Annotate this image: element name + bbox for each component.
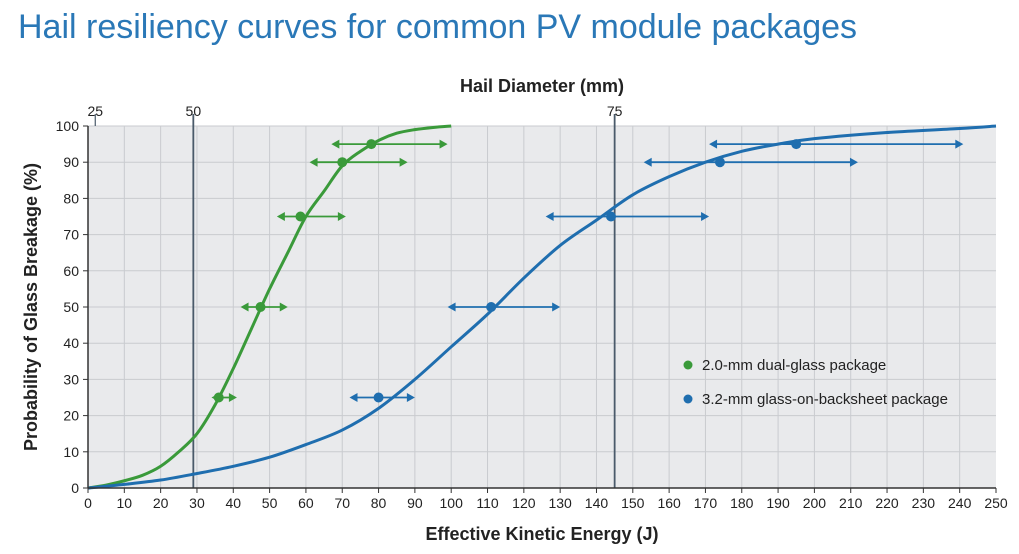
- data-point: [337, 157, 348, 168]
- x-tick-label: 80: [371, 495, 387, 511]
- y-tick-label: 70: [63, 227, 79, 243]
- y-tick-label: 80: [63, 190, 79, 206]
- y-tick-label: 100: [56, 118, 80, 134]
- x-tick-label: 250: [984, 495, 1008, 511]
- error-bars: [211, 139, 964, 402]
- top-tick-labels: 25 50 75: [87, 103, 623, 126]
- x-tick-label: 180: [730, 495, 754, 511]
- x-axis-title: Effective Kinetic Energy (J): [425, 524, 658, 544]
- y-tick-label: 50: [63, 299, 79, 315]
- y-tick-label: 20: [63, 408, 79, 424]
- data-point: [213, 392, 224, 403]
- curves: [87, 124, 997, 490]
- x-tick-label: 200: [803, 495, 827, 511]
- x-tick-label: 160: [657, 495, 681, 511]
- x-tick-label: 20: [153, 495, 169, 511]
- legend-label: 3.2-mm glass-on-backsheet package: [702, 391, 948, 408]
- grid-lines: [88, 125, 996, 488]
- data-point: [295, 211, 306, 222]
- reference-lines: [192, 114, 616, 488]
- error-bar-arrow-left: [309, 157, 318, 167]
- error-bar-arrow-left: [331, 139, 340, 149]
- error-bar-arrow-left: [545, 212, 554, 221]
- x-tick-label: 210: [839, 495, 863, 511]
- error-bar-arrow-right: [439, 139, 448, 149]
- data-point: [606, 211, 617, 222]
- error-bar-arrow-right: [955, 139, 964, 149]
- y-tick-label: 40: [63, 335, 79, 351]
- top-tick-label: 50: [186, 103, 202, 119]
- error-bar-arrow-right: [399, 157, 408, 167]
- x-tick-label: 220: [875, 495, 899, 511]
- x-tick-labels: 0 10 20 30 40 50 60 70 80 90 100 110 120 130 140 150 160…: [84, 488, 1008, 511]
- top-axis-title: Hail Diameter (mm): [460, 76, 624, 96]
- error-bar-arrow-right: [849, 157, 858, 167]
- error-bar-arrow-right: [228, 393, 237, 402]
- x-tick-label: 50: [262, 495, 278, 511]
- x-tick-label: 0: [84, 495, 92, 511]
- series-line: [87, 124, 997, 490]
- error-bar-arrow-right: [406, 393, 415, 402]
- data-points: [213, 139, 802, 403]
- x-tick-label: 190: [766, 495, 790, 511]
- error-bar-arrow-left: [643, 157, 652, 167]
- error-bar-arrow-right: [552, 302, 561, 312]
- error-bar-arrow-right: [337, 212, 346, 221]
- data-point: [366, 139, 377, 150]
- error-bar-arrow-right: [279, 302, 288, 312]
- y-tick-label: 10: [63, 444, 79, 460]
- x-tick-label: 10: [117, 495, 133, 511]
- x-tick-label: 150: [621, 495, 645, 511]
- error-bar-arrow-left: [349, 393, 358, 402]
- x-tick-label: 120: [512, 495, 536, 511]
- y-tick-label: 60: [63, 263, 79, 279]
- data-point: [791, 139, 802, 150]
- error-bar-arrow-left: [447, 302, 456, 312]
- y-tick-labels: 0 10 20 30 40 50 60 70 80 90 100: [56, 118, 88, 496]
- error-bar-arrow-left: [709, 139, 718, 149]
- top-tick-label: 25: [87, 103, 103, 119]
- data-point: [255, 302, 266, 312]
- x-tick-label: 100: [440, 495, 464, 511]
- x-tick-label: 70: [334, 495, 350, 511]
- data-point: [714, 157, 725, 168]
- x-tick-label: 140: [585, 495, 609, 511]
- legend: 2.0-mm dual-glass package 3.2-mm glass-on…: [683, 357, 948, 408]
- top-tick-label: 75: [607, 103, 623, 119]
- x-tick-label: 90: [407, 495, 423, 511]
- legend-label: 2.0-mm dual-glass package: [702, 357, 886, 374]
- y-axis-title: Probability of Glass Breakage (%): [21, 163, 41, 451]
- x-tick-label: 110: [476, 495, 499, 511]
- x-tick-label: 60: [298, 495, 314, 511]
- legend-marker: [683, 360, 693, 370]
- y-tick-label: 30: [63, 371, 79, 387]
- x-tick-label: 170: [694, 495, 718, 511]
- error-bar-arrow-left: [240, 302, 249, 312]
- series-line: [87, 124, 452, 490]
- x-tick-label: 230: [912, 495, 936, 511]
- x-tick-label: 40: [225, 495, 241, 511]
- x-tick-label: 130: [548, 495, 572, 511]
- error-bar-arrow-right: [701, 212, 710, 221]
- legend-marker: [683, 394, 693, 404]
- x-tick-label: 240: [948, 495, 972, 511]
- y-tick-label: 90: [63, 154, 79, 170]
- data-point: [373, 392, 384, 403]
- page-title: Hail resiliency curves for common PV mod…: [18, 8, 858, 46]
- data-point: [486, 302, 497, 312]
- x-tick-label: 30: [189, 495, 205, 511]
- error-bar-arrow-left: [276, 212, 285, 221]
- y-tick-label: 0: [71, 480, 79, 496]
